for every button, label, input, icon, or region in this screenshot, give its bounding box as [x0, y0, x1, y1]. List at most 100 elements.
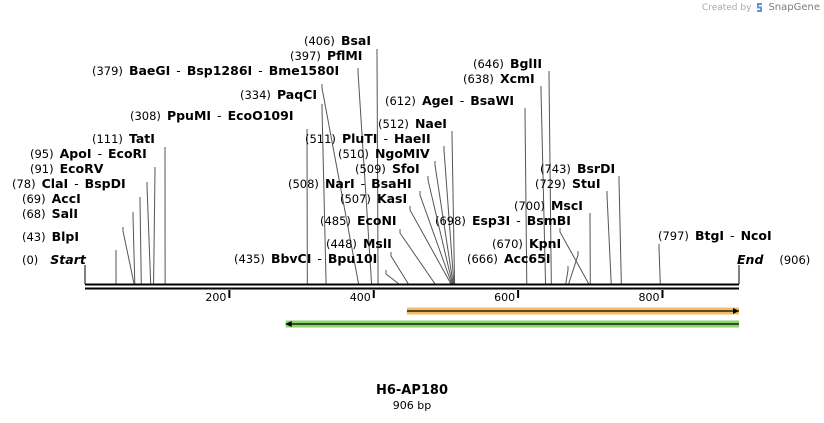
enzyme-name: ClaI — [42, 176, 69, 191]
name-separator: - — [258, 63, 263, 78]
end-position: (906) — [779, 253, 810, 267]
cut-site-leader — [565, 266, 569, 285]
cut-site-position: (334) — [240, 88, 271, 102]
cut-site-position: (646) — [473, 57, 504, 71]
enzyme-name: BglII — [510, 56, 542, 71]
enzyme-name: PpuMI — [167, 108, 211, 123]
cut-site-label: (91) EcoRV — [30, 161, 104, 176]
enzyme-name: BlpI — [52, 229, 79, 244]
cut-site-position: (700) — [514, 199, 545, 213]
cut-site-leader — [390, 252, 409, 285]
name-separator: - — [460, 93, 465, 108]
cut-site-label: (646) BglII — [473, 56, 542, 71]
cut-site-position: (638) — [463, 72, 494, 86]
cut-site-position: (698) — [435, 214, 466, 228]
sequence-name: H6-AP180 — [375, 383, 449, 398]
enzyme-name: PflMI — [327, 48, 363, 63]
cut-site-leader — [153, 167, 156, 285]
cut-site-label: (612) AgeI - BsaWI — [385, 93, 514, 108]
svg-text:End (906): End (906) — [737, 252, 810, 267]
cut-site-label: (95) ApoI - EcoRI — [30, 146, 147, 161]
enzyme-name: BsrDI — [577, 161, 615, 176]
cut-site-label: (666) Acc65I — [467, 251, 550, 266]
cut-site-labels: (43) BlpI(68) SalI(69) AccI(78) ClaI - BspDI(9… — [12, 33, 772, 266]
cut-site-position: (797) — [658, 229, 689, 243]
snapgene-credit: Created by SnapGene — [702, 2, 820, 13]
start-label: Start — [50, 252, 87, 267]
name-separator: - — [176, 63, 181, 78]
enzyme-name: BtgI — [695, 228, 724, 243]
cut-site-label: (111) TatI — [92, 131, 155, 146]
cut-site-label: (379) BaeGI - Bsp1286I - Bme1580I — [92, 63, 339, 78]
cut-site-position: (435) — [234, 252, 265, 266]
enzyme-name: EcoO109I — [228, 108, 294, 123]
cut-site-position: (69) — [22, 192, 46, 206]
enzyme-name: SfoI — [392, 161, 420, 176]
enzyme-name: ApoI — [60, 146, 92, 161]
cut-site-leader — [524, 108, 528, 285]
cut-site-position: (743) — [540, 162, 571, 176]
cut-site-position: (729) — [535, 177, 566, 191]
cut-site-leader — [434, 161, 454, 285]
cut-site-label: (334) PaqCI — [240, 87, 317, 102]
cut-site-position: (507) — [340, 192, 371, 206]
enzyme-name: PluTI — [342, 131, 378, 146]
enzyme-name: PaqCI — [277, 87, 317, 102]
start-position: (0) — [22, 253, 38, 267]
feature-arrows — [285, 307, 739, 328]
svg-text:(0) Start: (0) Start — [22, 252, 87, 267]
cut-site-position: (397) — [290, 49, 321, 63]
cut-site-position: (379) — [92, 64, 123, 78]
cut-site-position: (91) — [30, 162, 54, 176]
cut-site-leader — [146, 182, 152, 285]
enzyme-name: BsaWI — [470, 93, 514, 108]
name-separator: - — [383, 131, 388, 146]
sequence-length: 906 bp — [392, 399, 432, 412]
cut-site-leader — [443, 146, 455, 285]
enzyme-name: Bpu10I — [328, 251, 377, 266]
name-separator: - — [730, 228, 735, 243]
enzyme-name: BaeGI — [129, 63, 170, 78]
enzyme-name: EcoNI — [357, 213, 397, 228]
cut-site-label: (69) AccI — [22, 191, 81, 206]
cut-site-leader — [321, 104, 327, 285]
cut-site-leader — [122, 227, 135, 285]
credit-brand: SnapGene — [768, 2, 820, 13]
name-separator: - — [516, 213, 521, 228]
forward-arrow-icon — [733, 308, 739, 314]
enzyme-name: AccI — [52, 191, 81, 206]
cut-site-leader — [658, 244, 661, 285]
ruler-tick-label: 400 — [350, 291, 371, 304]
enzyme-name: BsaI — [341, 33, 371, 48]
name-separator: - — [74, 176, 79, 191]
enzyme-name: KasI — [377, 191, 407, 206]
cut-site-label: (797) BtgI - NcoI — [658, 228, 772, 243]
enzyme-name: KpnI — [529, 236, 561, 251]
reverse-arrow-icon — [285, 321, 292, 327]
cut-site-label: (397) PflMI — [290, 48, 362, 63]
cut-site-position: (511) — [305, 132, 336, 146]
cut-site-leader — [559, 228, 590, 285]
cut-site-leader — [540, 86, 547, 285]
cut-site-leader — [376, 49, 379, 285]
enzyme-name: SalI — [52, 206, 78, 221]
ruler-tick-label: 800 — [638, 291, 659, 304]
cut-site-leader — [409, 206, 452, 285]
cut-site-label: (78) ClaI - BspDI — [12, 176, 126, 191]
enzyme-name: StuI — [572, 176, 601, 191]
cut-site-label: (509) SfoI — [355, 161, 420, 176]
cut-site-leader — [321, 84, 360, 285]
cut-site-leader — [618, 176, 622, 285]
cut-site-label: (743) BsrDI — [540, 161, 615, 176]
cut-site-position: (78) — [12, 177, 36, 191]
cut-site-label: (508) NarI - BsaHI — [288, 176, 412, 191]
ruler-tick-label: 200 — [205, 291, 226, 304]
cut-site-leader — [385, 270, 400, 285]
start-marker: (0) Start — [22, 252, 87, 284]
cut-site-leader — [132, 212, 136, 285]
cut-site-position: (512) — [378, 117, 409, 131]
name-separator: - — [217, 108, 222, 123]
enzyme-name: BsaHI — [371, 176, 412, 191]
cut-site-leader — [548, 71, 552, 285]
cut-site-position: (95) — [30, 147, 54, 161]
